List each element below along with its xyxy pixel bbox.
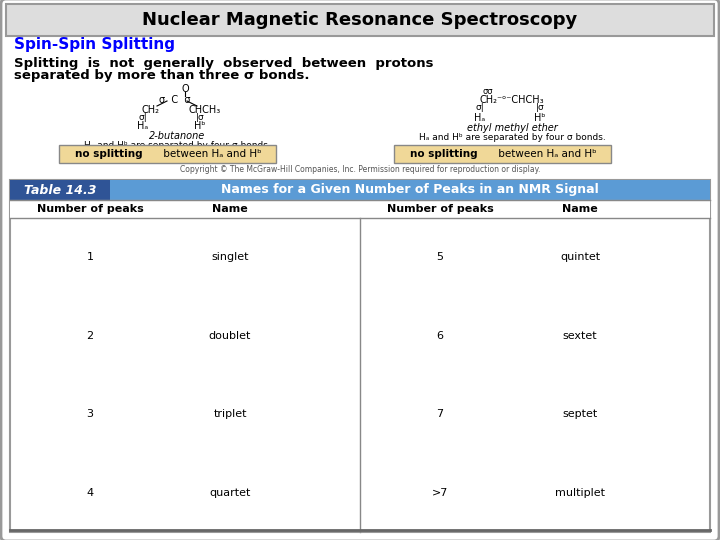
Text: >7: >7 <box>432 488 448 498</box>
Text: Name: Name <box>562 204 598 214</box>
Text: Number of peaks: Number of peaks <box>37 204 143 214</box>
Text: O: O <box>181 84 189 94</box>
Text: no splitting: no splitting <box>75 149 143 159</box>
Text: σσ: σσ <box>482 87 493 97</box>
Text: σ|: σ| <box>476 104 485 112</box>
Text: 3: 3 <box>86 409 94 419</box>
Text: Copyright © The McGraw-Hill Companies, Inc. Permission required for reproduction: Copyright © The McGraw-Hill Companies, I… <box>180 165 540 174</box>
Text: septet: septet <box>562 409 598 419</box>
FancyBboxPatch shape <box>394 145 611 163</box>
Bar <box>10 180 710 200</box>
Text: 4: 4 <box>86 488 94 498</box>
Text: CHCH₃: CHCH₃ <box>189 105 221 115</box>
Text: 5: 5 <box>436 252 444 262</box>
Text: 2: 2 <box>86 330 94 341</box>
Text: |σ: |σ <box>536 104 544 112</box>
Text: Names for a Given Number of Peaks in an NMR Signal: Names for a Given Number of Peaks in an … <box>221 184 599 197</box>
Text: Hᵇ: Hᵇ <box>534 113 546 123</box>
Text: quartet: quartet <box>210 488 251 498</box>
Text: Splitting  is  not  generally  observed  between  protons: Splitting is not generally observed betw… <box>14 57 433 70</box>
Text: ethyl methyl ether: ethyl methyl ether <box>467 123 557 133</box>
Text: 2-butanone: 2-butanone <box>149 131 205 141</box>
Text: Hₐ and Hᵇ are separated by four σ bonds.: Hₐ and Hᵇ are separated by four σ bonds. <box>418 132 606 141</box>
Bar <box>10 180 710 532</box>
Text: Hₐ: Hₐ <box>474 113 485 123</box>
Text: quintet: quintet <box>560 252 600 262</box>
Text: CH₂⁻ᵒ⁻CHCH₃: CH₂⁻ᵒ⁻CHCH₃ <box>480 95 544 105</box>
Text: Spin-Spin Splitting: Spin-Spin Splitting <box>14 37 175 52</box>
Text: Nuclear Magnetic Resonance Spectroscopy: Nuclear Magnetic Resonance Spectroscopy <box>143 11 577 29</box>
Text: Hᵇ: Hᵇ <box>194 121 206 131</box>
Text: 1: 1 <box>86 252 94 262</box>
Bar <box>10 180 110 200</box>
Text: σ|: σ| <box>139 113 148 123</box>
Text: σ  C  σ: σ C σ <box>159 95 191 105</box>
Text: between Hₐ and Hᵇ: between Hₐ and Hᵇ <box>160 149 261 159</box>
Text: |σ: |σ <box>196 113 204 123</box>
Text: Name: Name <box>212 204 248 214</box>
Text: sextet: sextet <box>563 330 598 341</box>
Text: Hₐ and Hᵇ are separated by four σ bonds.: Hₐ and Hᵇ are separated by four σ bonds. <box>84 140 271 150</box>
Text: singlet: singlet <box>211 252 248 262</box>
Text: between Hₐ and Hᵇ: between Hₐ and Hᵇ <box>495 149 597 159</box>
Text: Hₐ: Hₐ <box>138 121 148 131</box>
Text: no splitting: no splitting <box>410 149 477 159</box>
Text: doublet: doublet <box>209 330 251 341</box>
Text: CH₂: CH₂ <box>141 105 159 115</box>
FancyBboxPatch shape <box>59 145 276 163</box>
Text: multiplet: multiplet <box>555 488 605 498</box>
Text: Table 14.3: Table 14.3 <box>24 184 96 197</box>
Text: triplet: triplet <box>213 409 247 419</box>
Text: 6: 6 <box>436 330 444 341</box>
Text: Number of peaks: Number of peaks <box>387 204 493 214</box>
Bar <box>10 200 710 218</box>
Bar <box>6 4 714 36</box>
Text: 7: 7 <box>436 409 444 419</box>
Text: separated by more than three σ bonds.: separated by more than three σ bonds. <box>14 70 310 83</box>
